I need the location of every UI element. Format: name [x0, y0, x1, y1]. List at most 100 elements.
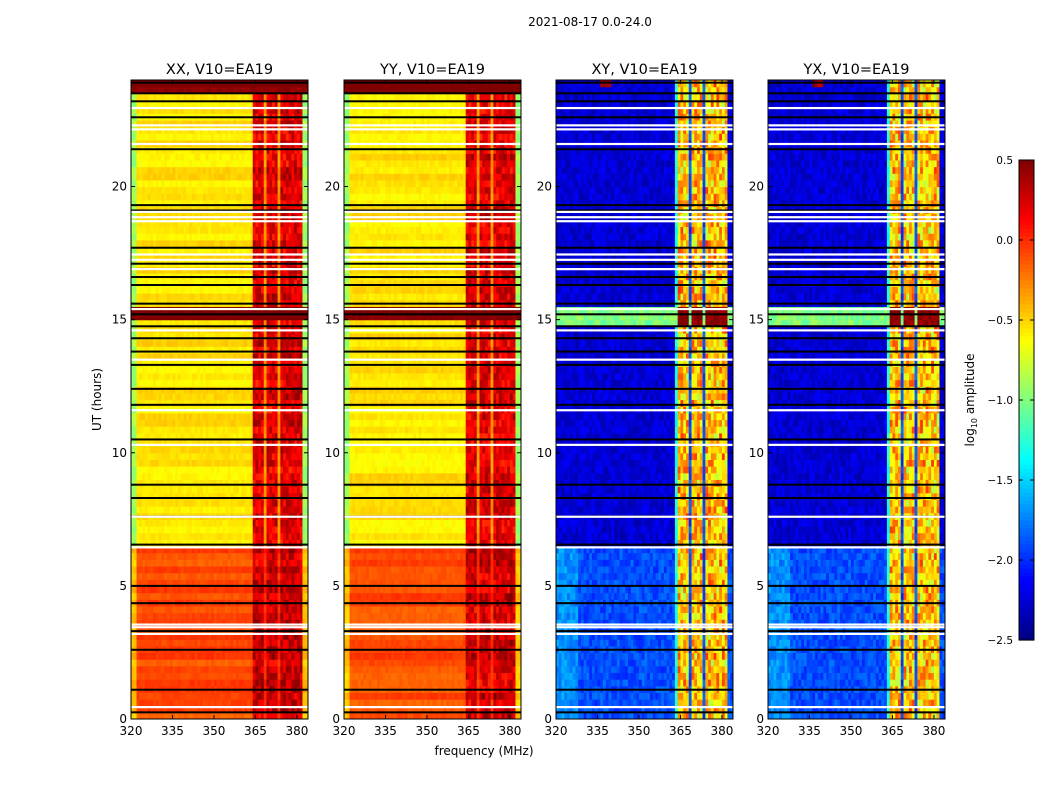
heatmap-cell: [216, 459, 221, 467]
heatmap-cell: [150, 426, 154, 434]
heatmap-cell: [291, 332, 295, 341]
heatmap-cell: [180, 286, 185, 294]
heatmap-cell: [178, 399, 182, 407]
heatmap-cell: [208, 579, 212, 587]
heatmap-cell: [244, 552, 248, 560]
heatmap-cell: [252, 279, 257, 287]
heatmap-cell: [269, 499, 273, 507]
heatmap-cell: [205, 253, 210, 261]
heatmap-cell: [285, 419, 290, 427]
heatmap-cell: [233, 332, 237, 341]
heatmap-cell: [183, 412, 187, 421]
heatmap-cell: [249, 479, 254, 487]
heatmap-cell: [244, 619, 248, 627]
heatmap-cell: [175, 286, 179, 294]
heatmap-cell: [222, 632, 226, 640]
heatmap-cell: [230, 625, 234, 634]
heatmap-cell: [296, 312, 301, 321]
heatmap-cell: [183, 659, 187, 667]
heatmap-cell: [225, 692, 229, 700]
heatmap-cell: [216, 679, 221, 687]
heatmap-cell: [202, 632, 207, 640]
heatmap-cell: [150, 459, 154, 467]
heatmap-cell: [169, 612, 174, 620]
heatmap-cell: [131, 665, 135, 674]
heatmap-cell: [172, 605, 176, 614]
heatmap-cell: [296, 625, 301, 634]
heatmap-cell: [175, 472, 179, 480]
heatmap-cell: [283, 539, 287, 547]
heatmap-cell: [269, 572, 273, 580]
heatmap-cell: [285, 625, 290, 634]
heatmap-cell: [194, 565, 198, 574]
heatmap-cell: [166, 499, 171, 507]
heatmap-cell: [266, 466, 270, 474]
heatmap-cell: [230, 372, 234, 381]
heatmap-cell: [227, 499, 232, 507]
heatmap-cell: [238, 545, 243, 554]
heatmap-cell: [236, 579, 240, 587]
heatmap-cell: [144, 339, 149, 347]
heatmap-cell: [205, 525, 210, 534]
heatmap-cell: [189, 572, 193, 580]
heatmap-cell: [241, 372, 245, 381]
heatmap-cell: [222, 525, 226, 534]
heatmap-cell: [147, 426, 151, 434]
heatmap-cell: [247, 639, 251, 647]
heatmap-cell: [169, 712, 174, 719]
heatmap-cell: [244, 339, 248, 347]
heatmap-cell: [238, 219, 243, 228]
heatmap-cell: [169, 246, 174, 254]
heatmap-cell: [205, 705, 210, 713]
heatmap-cell: [208, 426, 212, 434]
heatmap-cell: [136, 499, 140, 507]
heatmap-cell: [219, 319, 223, 327]
heatmap-cell: [189, 279, 193, 287]
heatmap-cell: [205, 246, 210, 254]
heatmap-cell: [241, 572, 245, 580]
heatmap-cell: [208, 239, 212, 248]
heatmap-cell: [230, 253, 234, 261]
heatmap-cell: [302, 712, 306, 719]
heatmap-cell: [216, 246, 221, 254]
heatmap-cell: [200, 605, 204, 614]
heatmap-cell: [222, 372, 226, 381]
heatmap-cell: [219, 506, 223, 514]
heatmap-cell: [236, 486, 240, 494]
heatmap-cell: [233, 632, 237, 640]
heatmap-cell: [166, 253, 171, 261]
heatmap-cell: [161, 532, 165, 540]
heatmap-cell: [175, 486, 179, 494]
heatmap-cell: [299, 279, 304, 287]
heatmap-cell: [194, 359, 198, 367]
heatmap-cell: [247, 412, 251, 421]
heatmap-cell: [244, 286, 248, 294]
heatmap-cell: [161, 712, 165, 719]
heatmap-cell: [205, 279, 210, 287]
heatmap-cell: [202, 319, 207, 327]
heatmap-cell: [227, 219, 232, 228]
heatmap-cell: [236, 559, 240, 567]
heatmap-cell: [191, 539, 196, 547]
heatmap-cell: [230, 585, 234, 594]
heatmap-cell: [244, 519, 248, 527]
heatmap-cell: [169, 399, 174, 407]
heatmap-cell: [161, 552, 165, 560]
heatmap-cell: [200, 379, 204, 387]
heatmap-cell: [269, 692, 273, 700]
heatmap-cell: [169, 552, 174, 560]
heatmap-cell: [283, 286, 287, 294]
heatmap-cell: [147, 346, 151, 354]
heatmap-cell: [266, 319, 270, 327]
heatmap-cell: [164, 366, 168, 374]
heatmap-cell: [158, 286, 163, 294]
heatmap-cell: [238, 492, 243, 500]
heatmap-cell: [180, 239, 185, 248]
heatmap-cell: [166, 539, 171, 547]
heatmap-cell: [288, 319, 293, 327]
heatmap-cell: [263, 332, 268, 341]
heatmap-cell: [197, 619, 201, 627]
heatmap-cell: [230, 492, 234, 500]
heatmap-cell: [155, 253, 160, 261]
heatmap-cell: [189, 439, 193, 447]
